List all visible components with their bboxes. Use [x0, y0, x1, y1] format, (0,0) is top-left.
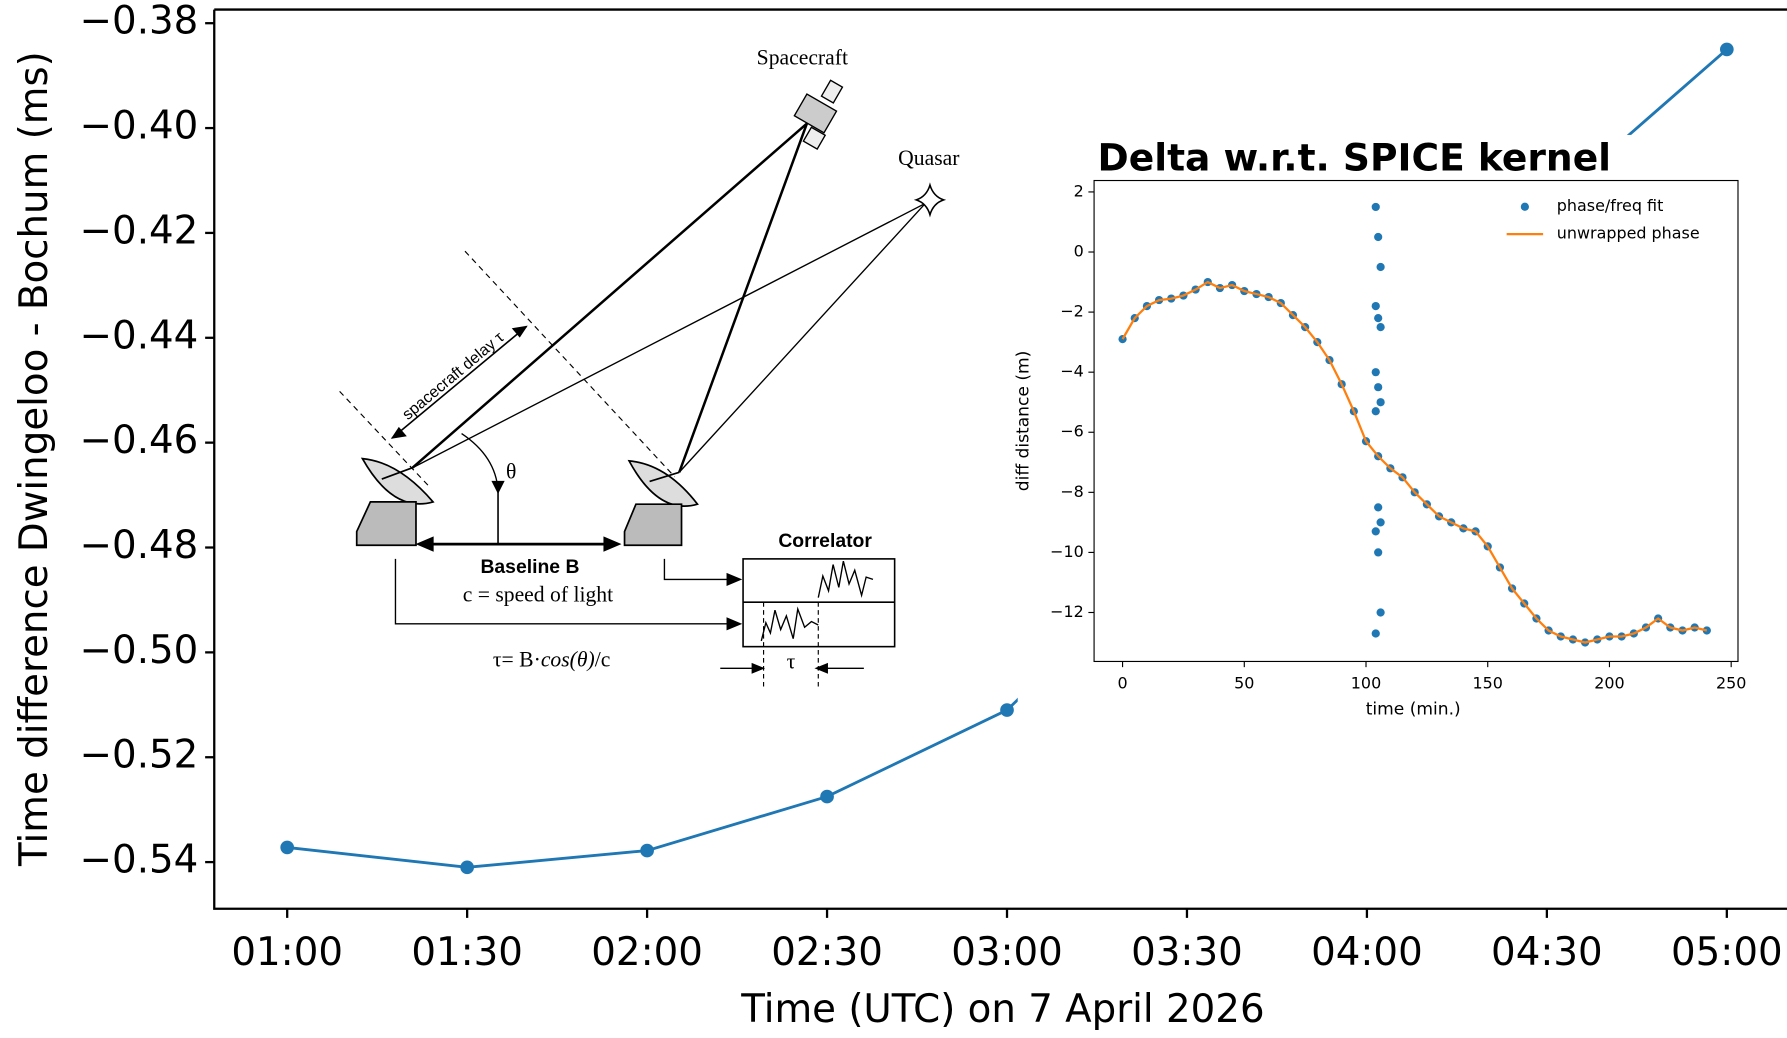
- scatter-point: [1371, 202, 1380, 212]
- y-tick-label: −0.42: [80, 208, 199, 253]
- scatter-point: [1371, 368, 1380, 377]
- y-tick-label: −0.48: [80, 523, 199, 568]
- y-tick-label: 2: [1074, 181, 1084, 200]
- scatter-point: [1374, 232, 1383, 242]
- data-point: [640, 843, 654, 858]
- y-tick-label: −0.38: [80, 0, 199, 44]
- y-tick-label: −0.52: [80, 733, 199, 778]
- y-tick-label: −10: [1050, 542, 1084, 561]
- spacecraft-icon: [793, 79, 844, 151]
- legend-label: phase/freq fit: [1557, 196, 1664, 215]
- y-tick-label: −0.50: [80, 628, 199, 673]
- scatter-point: [1374, 383, 1383, 392]
- y-tick-label: −8: [1060, 482, 1084, 501]
- scatter-point: [1374, 503, 1383, 512]
- wavefront: [339, 390, 432, 489]
- scatter-point: [1374, 548, 1383, 557]
- dish: [623, 459, 699, 547]
- signal: [817, 561, 874, 599]
- scatter-point: [1374, 313, 1383, 323]
- legend-label: unwrapped phase: [1557, 224, 1700, 243]
- arrowheads: [390, 325, 528, 439]
- inset-chart: Delta w.r.t. SPICE kernel time (min.) di…: [1013, 134, 1787, 730]
- scatter-point: [1376, 608, 1385, 617]
- legend-marker: [1520, 202, 1529, 211]
- inset-background: [1017, 134, 1787, 730]
- x-tick-label: 04:30: [1491, 930, 1603, 975]
- light-label: c = speed of light: [463, 582, 613, 606]
- x-tick-label: 200: [1594, 674, 1624, 693]
- formula-part: cos(θ): [541, 647, 595, 671]
- correlator-label: Correlator: [778, 530, 872, 552]
- scatter-point: [1376, 518, 1385, 527]
- formula-part: /c: [595, 647, 611, 671]
- ray: [678, 202, 926, 473]
- scatter-point: [1376, 262, 1385, 272]
- wavefront: [464, 250, 676, 478]
- y-tick-label: −6: [1060, 422, 1084, 441]
- x-tick-label: 150: [1473, 674, 1503, 693]
- formula-part: τ= B·: [493, 647, 541, 671]
- baseline-label: Baseline B: [480, 556, 579, 578]
- x-tick-label: 50: [1234, 674, 1254, 693]
- inset-title: Delta w.r.t. SPICE kernel: [1098, 136, 1612, 180]
- quasar-label: Quasar: [898, 146, 960, 170]
- y-tick-label: −4: [1060, 362, 1084, 381]
- scatter-point: [1371, 301, 1380, 311]
- arrowheads: [726, 572, 743, 631]
- data-point: [1000, 703, 1014, 717]
- theta-label: θ: [506, 459, 516, 483]
- formula: τ= B·cos(θ)/c: [493, 647, 610, 671]
- scatter-point: [1376, 323, 1385, 332]
- x-tick-label: 03:00: [951, 930, 1063, 975]
- arrowhead: [491, 480, 505, 495]
- signal-path: [394, 558, 730, 625]
- x-tick-label: 05:00: [1671, 930, 1783, 975]
- y-tick-label: −2: [1060, 302, 1084, 321]
- y-axis-label: Time difference Dwingeloo - Bochum (ms): [12, 51, 57, 867]
- x-tick-label: 02:30: [771, 930, 883, 975]
- data-point: [460, 860, 474, 875]
- x-axis-label: Time (UTC) on 7 April 2026: [740, 987, 1264, 1032]
- x-tick-label: 100: [1351, 674, 1381, 693]
- tau-label: τ: [787, 650, 796, 674]
- y-tick-label: −0.44: [80, 313, 199, 358]
- ray: [411, 122, 808, 469]
- arrowheads: [751, 662, 828, 674]
- main-chart: Time (UTC) on 7 April 2026 Time differen…: [12, 0, 1787, 1032]
- inset-y-label: diff distance (m): [1013, 351, 1033, 492]
- x-tick-label: 03:30: [1131, 930, 1243, 975]
- x-tick-label: 04:00: [1311, 930, 1423, 975]
- x-tick-label: 250: [1716, 674, 1746, 693]
- delay-arrow: [391, 325, 528, 439]
- data-point: [1719, 42, 1734, 57]
- y-tick-label: −0.40: [80, 104, 199, 149]
- spacecraft-label: Spacecraft: [757, 46, 848, 70]
- x-tick-label: 01:00: [231, 930, 343, 975]
- y-tick-label: −0.46: [80, 418, 199, 463]
- data-point: [820, 789, 834, 804]
- fit-line: [1121, 280, 1708, 644]
- arrowheads: [415, 536, 622, 552]
- scatter-point: [1371, 407, 1380, 416]
- x-tick-label: 01:30: [411, 930, 523, 975]
- quasar-star: [913, 182, 947, 218]
- inset-x-label: time (min.): [1366, 699, 1461, 719]
- y-tick-label: 0: [1074, 242, 1084, 261]
- signal: [760, 606, 819, 642]
- dish: [355, 457, 435, 547]
- inset-frame: [1093, 179, 1739, 663]
- y-tick-label: −12: [1050, 602, 1084, 621]
- scatter-point: [1371, 527, 1380, 536]
- x-tick-label: 0: [1117, 674, 1127, 693]
- ray: [412, 202, 926, 469]
- scatter-point: [1371, 629, 1380, 638]
- scatter-point: [1376, 398, 1385, 407]
- axes-frame: [213, 8, 1787, 910]
- data-point: [280, 840, 295, 855]
- x-tick-label: 02:00: [591, 930, 703, 975]
- y-tick-label: −0.54: [80, 838, 199, 883]
